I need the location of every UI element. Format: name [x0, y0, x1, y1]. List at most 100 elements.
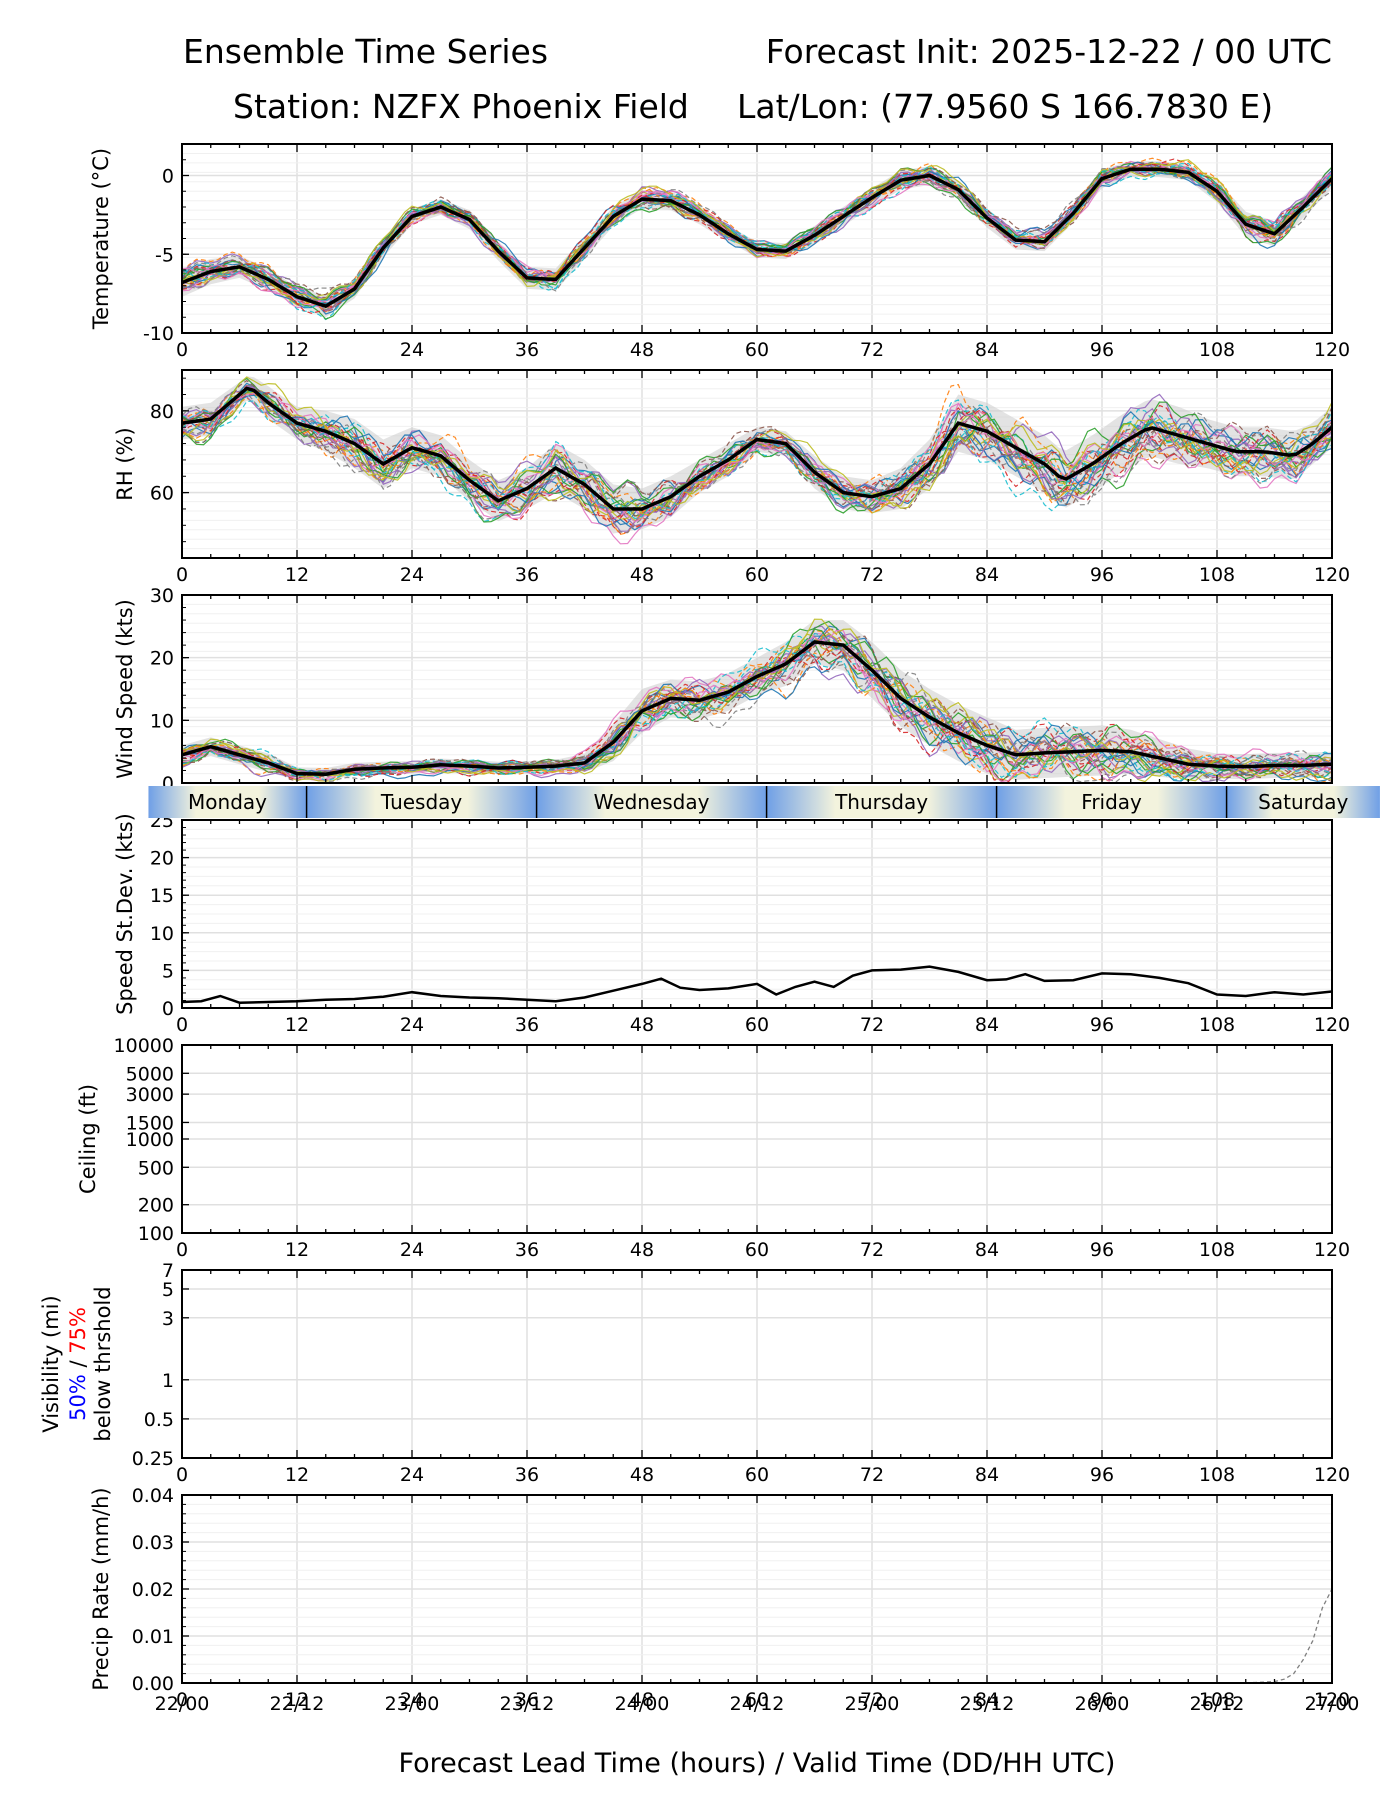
member-line	[182, 388, 1332, 528]
valid-time-label: 27/00	[1305, 1693, 1360, 1715]
x-tick-label: 72	[860, 1464, 884, 1486]
day-segment	[1226, 786, 1380, 818]
x-tick-label: 36	[515, 339, 539, 361]
vis-sep-label: /	[66, 1354, 90, 1374]
y-tick-label: 0.25	[132, 1448, 174, 1470]
x-tick-label: 12	[285, 564, 309, 586]
member-line	[182, 394, 1332, 531]
ensemble-mean-line	[182, 640, 1332, 776]
grid-visibility	[181, 1269, 1333, 1459]
y-tick-label: -5	[155, 244, 174, 266]
x-tick-label: 96	[1090, 564, 1114, 586]
panel-relative_humidity: 0 12 24 36 48 60 72 84 96 108 120 80 60 RH (%)	[113, 369, 1350, 586]
day-segment	[996, 786, 1227, 818]
panels: 0 12 24 36 48 60 72 84 96 108 1200-5-10Temperature…	[39, 143, 1380, 1715]
x-tick-label: 60	[745, 1689, 769, 1711]
valid-time-label: 22/00	[155, 1693, 210, 1715]
day-label: Thursday	[834, 790, 928, 814]
y-tick-label: 0.5	[144, 1409, 174, 1431]
station-label: Station: NZFX Phoenix Field	[233, 87, 689, 126]
valid-time-labels: 22/00 22/12 23/00 23/12 24/00 24/12 25/00 25/12…	[155, 1693, 1360, 1715]
x-tick-label: 108	[1199, 1239, 1235, 1261]
member-line	[182, 400, 1332, 523]
member-line	[182, 169, 1332, 311]
x-axis-label: Forecast Lead Time (hours) / Valid Time …	[399, 1748, 1116, 1779]
plot-area-relative_humidity	[182, 376, 1332, 545]
y-tick-label: 0.04	[132, 1485, 174, 1507]
y-tick-label: 80	[150, 401, 174, 423]
valid-time-label: 22/12	[270, 1693, 325, 1715]
x-tick-label: 24	[400, 1464, 424, 1486]
y-tick-label: 0.00	[132, 1673, 174, 1695]
x-tick-label: 96	[1090, 1464, 1114, 1486]
member-line	[182, 384, 1332, 534]
panel-temperature: 0 12 24 36 48 60 72 84 96 108 120 0 -5 -10 Temperature…	[89, 143, 1350, 361]
x-tick-label: 36	[515, 564, 539, 586]
x-tick-label: 0	[176, 1689, 188, 1711]
x-tick-label: 12	[285, 1689, 309, 1711]
day-segment	[148, 786, 307, 818]
y-tick-label: 20	[150, 648, 174, 670]
y-tick-label: 10	[150, 923, 174, 945]
x-ticks-precip_rate: 0 12 24 36 48 60 72 84 96 108 120	[176, 1495, 1350, 1711]
x-tick-label: 60	[745, 1464, 769, 1486]
plot-area-wind_speed	[182, 618, 1332, 783]
day-segment	[536, 786, 767, 818]
y-tick-label: 5000	[126, 1063, 174, 1085]
x-tick-label: 108	[1199, 339, 1235, 361]
x-tick-label: 24	[400, 1014, 424, 1036]
member-line	[182, 161, 1332, 302]
x-tick-label: 120	[1314, 1239, 1350, 1261]
x-tick-label: 72	[860, 1014, 884, 1036]
x-tick-label: 120	[1314, 1464, 1350, 1486]
day-label: Wednesday	[594, 790, 710, 814]
y-axis-label-threshold: below thrshold	[91, 1286, 115, 1441]
x-tick-label: 24	[400, 564, 424, 586]
x-tick-label: 0	[176, 1239, 188, 1261]
x-tick-label: 36	[515, 1014, 539, 1036]
x-tick-label: 84	[975, 1464, 999, 1486]
x-ticks-relative_humidity: 0 12 24 36 48 60 72 84 96 108 120	[176, 370, 1350, 586]
y-tick-label: 1	[162, 1370, 174, 1392]
y-tick-label: 200	[138, 1195, 174, 1217]
valid-time-label: 23/12	[500, 1693, 555, 1715]
y-ticks-relative_humidity: 80 60	[150, 377, 189, 559]
x-tick-label: 48	[630, 1464, 654, 1486]
x-tick-label: 84	[975, 564, 999, 586]
y-tick-label: 15	[150, 885, 174, 907]
x-tick-label: 72	[860, 1239, 884, 1261]
x-tick-label: 48	[630, 339, 654, 361]
title-right: Forecast Init: 2025-12-22 / 00 UTC	[766, 32, 1332, 71]
x-tick-label: 0	[176, 339, 188, 361]
y-tick-label: 0	[162, 166, 174, 188]
x-tick-label: 108	[1199, 1464, 1235, 1486]
y-tick-label: 20	[150, 848, 174, 870]
x-tick-label: 12	[285, 1464, 309, 1486]
panel-precip_rate: 0 12 24 36 48 60 72 84 96 108 1200.000.010.020.030…	[89, 1485, 1350, 1711]
y-tick-label: -10	[143, 323, 174, 345]
x-tick-label: 60	[745, 1014, 769, 1036]
x-ticks-temperature: 0 12 24 36 48 60 72 84 96 108 120	[176, 144, 1350, 361]
x-tick-label: 108	[1199, 1014, 1235, 1036]
x-tick-label: 0	[176, 564, 188, 586]
x-tick-label: 120	[1314, 339, 1350, 361]
x-tick-label: 108	[1199, 1689, 1235, 1711]
y-tick-label: 1000	[126, 1129, 174, 1151]
member-line	[182, 390, 1332, 523]
member-line	[182, 164, 1332, 292]
member-line	[182, 165, 1332, 309]
x-tick-label: 120	[1314, 1014, 1350, 1036]
grid-ceiling	[181, 1044, 1333, 1234]
day-segment	[766, 786, 997, 818]
member-line	[182, 392, 1332, 523]
y-axis-label: Precip Rate (mm/h)	[89, 1487, 113, 1690]
valid-time-label: 23/00	[385, 1693, 440, 1715]
x-ticks-speed_stdev: 0 12 24 36 48 60 72 84 96 108 120	[176, 820, 1350, 1036]
day-label: Friday	[1081, 790, 1142, 814]
day-label: Monday	[188, 790, 267, 814]
